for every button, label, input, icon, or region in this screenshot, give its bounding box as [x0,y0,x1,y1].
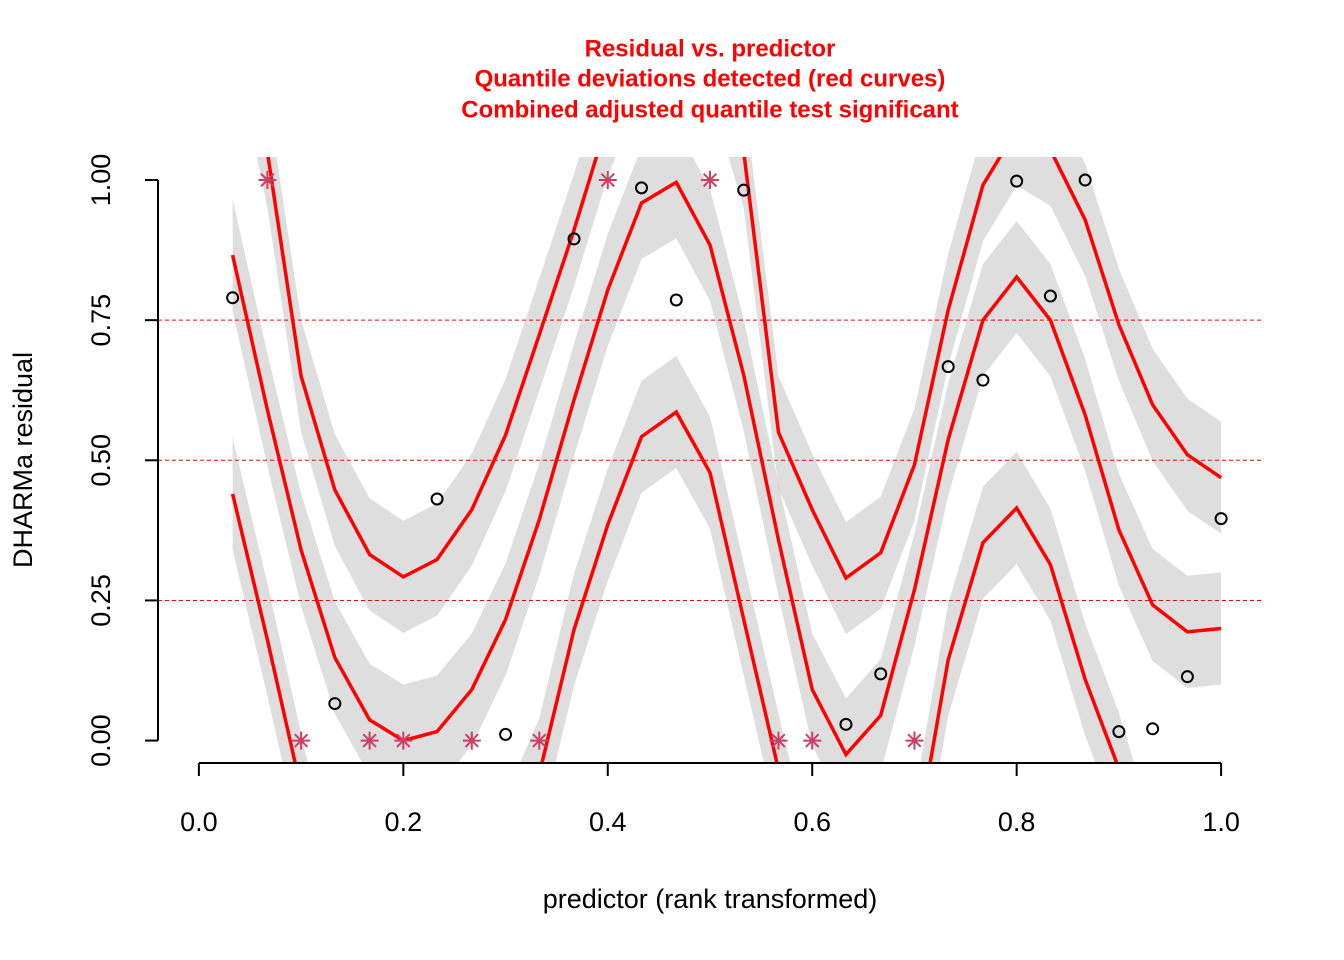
outlier-point [803,731,822,750]
confidence-band [232,157,1222,763]
x-tick-label: 0.2 [385,807,423,837]
point [1010,174,1024,188]
point [499,727,513,741]
quantile-curve [266,157,1223,581]
point [1180,670,1194,684]
y-tick-label: 0.50 [86,434,116,487]
outlier-point [701,171,719,190]
point [328,697,342,711]
point [941,360,955,374]
point [430,492,444,506]
point [976,373,990,387]
chart-title: Residual vs. predictor [585,35,836,62]
point [839,717,853,731]
point [1078,173,1092,187]
outlier-point [769,731,788,750]
x-axis-label: predictor (rank transformed) [543,884,878,914]
point [737,183,751,197]
outlier-point [258,171,277,190]
quantile-curve [230,409,1119,763]
confidence-band [232,356,1135,763]
y-tick-label: 0.75 [86,294,116,347]
quantile-curve [230,179,1222,758]
chart-subtitle: Combined adjusted quantile test signific… [461,96,958,123]
plot-area [158,157,1263,763]
point [635,181,649,195]
y-tick-label: 0.25 [86,574,116,627]
outlier-point [530,731,549,750]
y-tick-label: 0.00 [86,714,116,767]
chart-subtitle: Quantile deviations detected (red curves… [475,65,946,92]
x-tick-label: 0.4 [589,807,627,837]
x-tick-label: 0.0 [180,807,218,837]
point [1043,289,1057,303]
point [1214,512,1228,526]
outlier-point [360,731,379,750]
outlier-point [394,731,413,750]
x-tick-label: 0.6 [793,807,831,837]
y-tick-label: 1.00 [86,154,116,207]
point [1146,722,1160,736]
x-tick-label: 0.8 [998,807,1036,837]
x-tick-label: 1.0 [1202,807,1240,837]
outlier-point [598,171,617,190]
point [1112,725,1126,739]
point [669,293,683,307]
outlier-point [292,731,311,750]
outlier-point [462,731,481,750]
point [226,291,240,305]
y-axis-label: DHARMa residual [8,352,38,568]
point [567,232,581,246]
point [874,667,888,681]
outlier-point [905,731,924,750]
